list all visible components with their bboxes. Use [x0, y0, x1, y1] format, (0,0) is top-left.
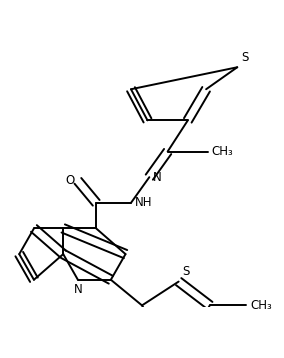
Text: O: O [65, 174, 74, 187]
Text: CH₃: CH₃ [250, 299, 272, 312]
Text: NH: NH [135, 196, 152, 209]
Text: N: N [153, 171, 162, 184]
Text: S: S [182, 265, 190, 278]
Text: N: N [74, 284, 82, 296]
Text: S: S [241, 50, 248, 64]
Text: CH₃: CH₃ [212, 145, 233, 158]
